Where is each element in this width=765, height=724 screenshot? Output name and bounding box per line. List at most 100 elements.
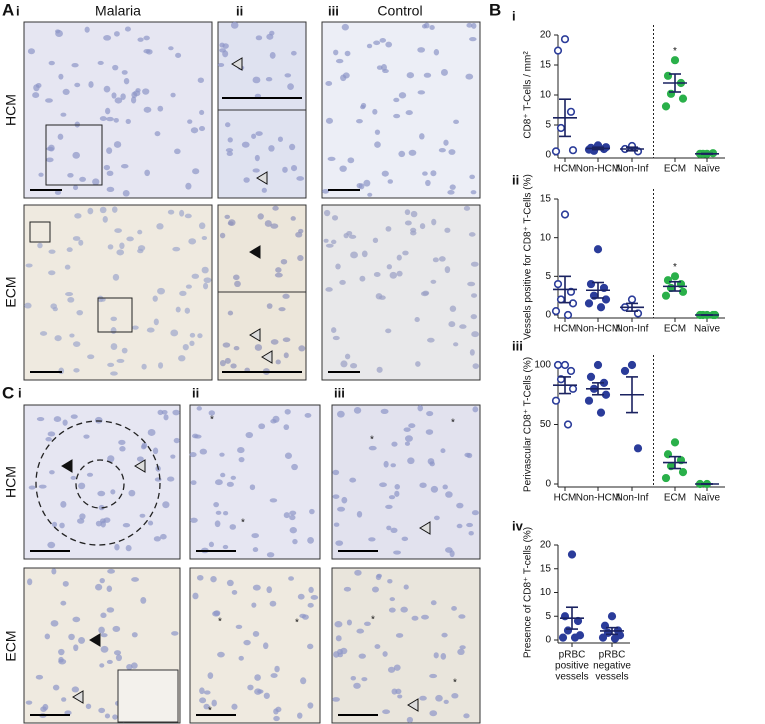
cell xyxy=(249,484,256,491)
cell xyxy=(199,448,208,455)
cell xyxy=(187,119,193,124)
cell xyxy=(282,293,290,299)
cell xyxy=(230,363,237,369)
cell xyxy=(160,533,167,540)
cell xyxy=(272,415,280,423)
cell xyxy=(287,83,294,90)
cell xyxy=(251,533,259,539)
cell xyxy=(471,331,479,338)
cell xyxy=(55,29,61,34)
cell xyxy=(448,321,456,328)
cell xyxy=(393,97,400,103)
cell xyxy=(137,245,146,252)
cell xyxy=(190,480,197,486)
arrowhead xyxy=(256,171,268,185)
cell xyxy=(227,310,234,316)
cell xyxy=(327,156,336,162)
cell xyxy=(32,92,40,99)
cell xyxy=(136,456,144,462)
cell xyxy=(116,358,125,363)
cell xyxy=(45,157,54,163)
y-axis-label: Perivascular CD8⁺ T-Cells (%) xyxy=(523,357,534,492)
cell xyxy=(408,423,416,429)
data-point xyxy=(627,360,637,370)
arrowhead xyxy=(134,459,146,473)
cell xyxy=(396,270,403,277)
cell xyxy=(347,157,355,164)
cell xyxy=(214,479,223,486)
y-tick-label: 15 xyxy=(540,563,552,574)
cell xyxy=(251,133,257,139)
cell xyxy=(288,576,294,581)
cell xyxy=(349,477,357,483)
cell xyxy=(98,626,105,634)
cell xyxy=(387,179,394,184)
cell xyxy=(289,143,296,151)
cell xyxy=(289,510,297,516)
cell xyxy=(449,184,456,190)
x-tick-label: ECM xyxy=(664,493,686,504)
cell xyxy=(463,713,470,719)
cell xyxy=(61,697,67,702)
micrograph xyxy=(321,21,481,199)
data-point xyxy=(627,295,637,304)
cell xyxy=(157,362,164,369)
cell xyxy=(175,52,182,58)
arrowhead xyxy=(72,690,84,704)
cell xyxy=(92,178,100,186)
cell xyxy=(226,481,234,487)
chart-title: iii xyxy=(512,338,523,353)
cell xyxy=(292,538,298,545)
cell xyxy=(468,232,476,237)
cell xyxy=(62,580,69,587)
cell xyxy=(307,643,314,650)
cell xyxy=(337,506,346,512)
cell xyxy=(472,363,480,370)
cell xyxy=(372,108,378,115)
cell xyxy=(45,436,52,442)
cell xyxy=(430,485,439,493)
cell xyxy=(269,498,278,503)
cell xyxy=(104,713,111,719)
cell xyxy=(54,190,62,195)
cell xyxy=(214,520,221,528)
chart-title: ii xyxy=(512,172,519,187)
micrographs: * * * * * * * * * xyxy=(23,21,481,724)
cell xyxy=(255,35,263,41)
cell xyxy=(95,520,102,527)
cell xyxy=(24,302,32,309)
cell xyxy=(426,410,434,417)
cell xyxy=(189,332,196,338)
cell xyxy=(398,150,406,158)
cell xyxy=(157,105,164,112)
cell xyxy=(470,261,479,267)
chart-title: i xyxy=(512,8,516,23)
cell xyxy=(72,151,80,159)
cell xyxy=(335,540,344,546)
data-point xyxy=(560,35,570,44)
cell xyxy=(335,635,342,642)
cell xyxy=(143,106,152,113)
cell xyxy=(110,327,117,335)
cell xyxy=(163,414,169,421)
cell xyxy=(273,715,280,722)
cell xyxy=(70,475,77,480)
cell xyxy=(402,250,409,256)
cell xyxy=(417,404,424,412)
x-tick-label: Naïve xyxy=(694,164,721,175)
cell xyxy=(339,279,346,285)
cell xyxy=(465,73,474,80)
cell xyxy=(395,633,404,638)
cell xyxy=(143,35,150,41)
cell xyxy=(400,606,408,613)
cell xyxy=(65,292,74,297)
cell xyxy=(389,597,396,602)
cell xyxy=(353,406,362,414)
cell xyxy=(241,141,250,148)
cell xyxy=(419,223,426,230)
cell xyxy=(252,547,259,553)
data-point xyxy=(558,633,568,642)
cell xyxy=(47,431,56,437)
cell xyxy=(456,523,463,529)
cell xyxy=(297,254,304,262)
